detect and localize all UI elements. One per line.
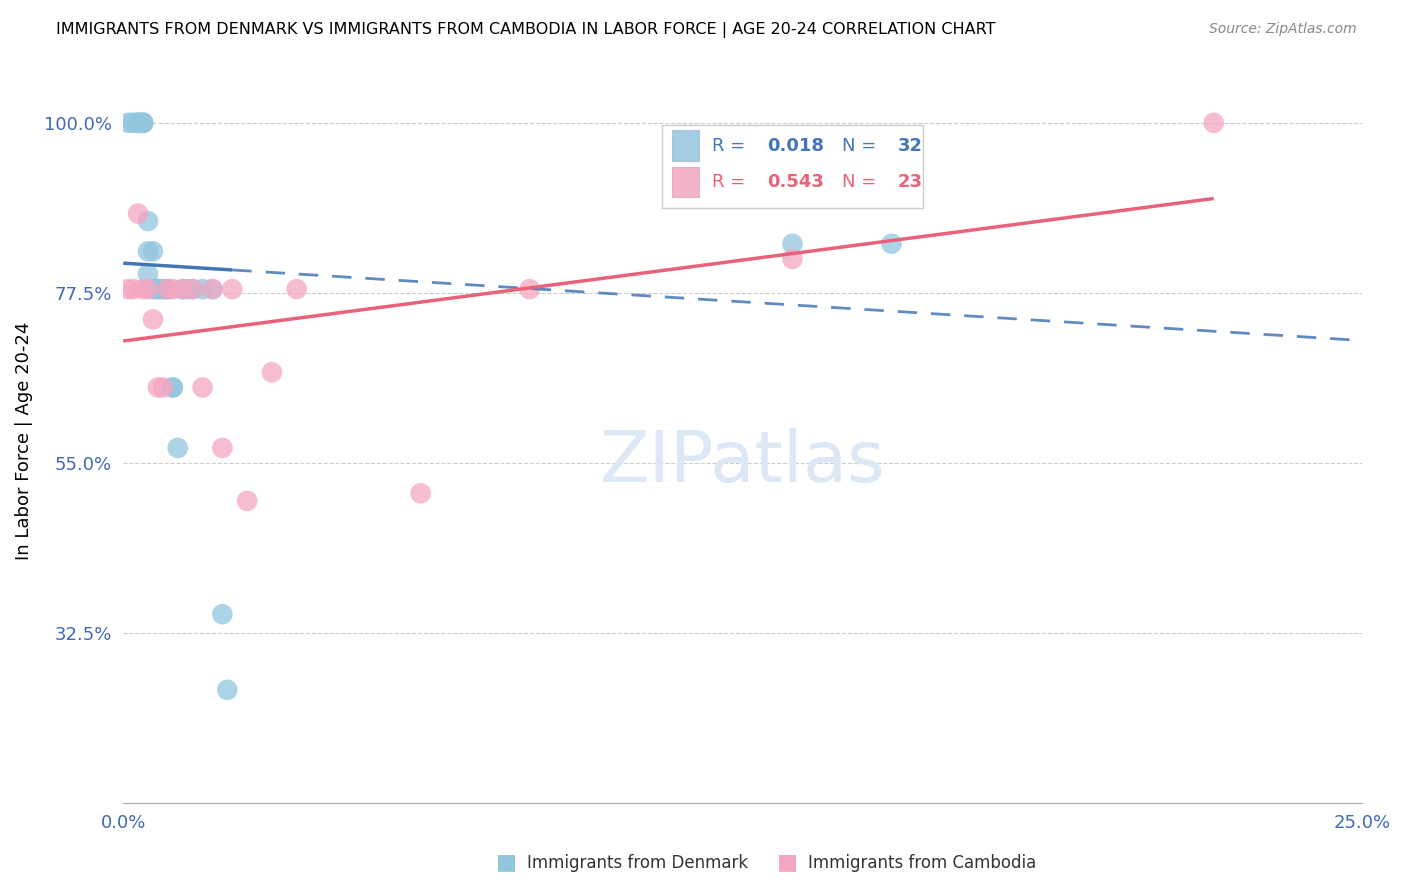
Point	[782, 236, 804, 251]
Text: Immigrants from Cambodia: Immigrants from Cambodia	[808, 855, 1036, 872]
Point	[142, 312, 165, 326]
Text: R =: R =	[711, 136, 751, 154]
Point	[146, 282, 169, 296]
Point	[191, 282, 214, 296]
FancyBboxPatch shape	[672, 130, 699, 161]
Point	[136, 214, 159, 228]
Point	[146, 282, 169, 296]
Point	[519, 282, 541, 296]
Point	[176, 282, 198, 296]
Point	[217, 682, 239, 697]
Point	[142, 282, 165, 296]
Text: 0.543: 0.543	[768, 173, 824, 191]
Y-axis label: In Labor Force | Age 20-24: In Labor Force | Age 20-24	[15, 321, 32, 559]
Point	[191, 380, 214, 394]
Point	[127, 116, 149, 130]
Point	[132, 282, 155, 296]
Text: Immigrants from Denmark: Immigrants from Denmark	[527, 855, 748, 872]
Text: N =: N =	[842, 173, 882, 191]
Point	[880, 236, 903, 251]
Text: 0.018: 0.018	[768, 136, 824, 154]
Text: Source: ZipAtlas.com: Source: ZipAtlas.com	[1209, 22, 1357, 37]
Point	[136, 244, 159, 259]
Text: 23: 23	[898, 173, 922, 191]
Point	[211, 441, 233, 455]
Point	[1202, 116, 1225, 130]
Point	[117, 116, 139, 130]
Point	[122, 282, 145, 296]
Text: R =: R =	[711, 173, 751, 191]
Point	[136, 282, 159, 296]
Point	[142, 244, 165, 259]
Point	[201, 282, 224, 296]
Point	[132, 116, 155, 130]
Point	[152, 380, 174, 394]
Point	[162, 380, 184, 394]
Point	[181, 282, 204, 296]
Point	[152, 282, 174, 296]
Text: ■: ■	[778, 853, 797, 872]
Point	[409, 486, 432, 500]
Point	[211, 607, 233, 622]
Point	[285, 282, 308, 296]
Point	[162, 380, 184, 394]
Text: N =: N =	[842, 136, 882, 154]
Point	[127, 206, 149, 220]
Text: IMMIGRANTS FROM DENMARK VS IMMIGRANTS FROM CAMBODIA IN LABOR FORCE | AGE 20-24 C: IMMIGRANTS FROM DENMARK VS IMMIGRANTS FR…	[56, 22, 995, 38]
Point	[127, 116, 149, 130]
Point	[132, 116, 155, 130]
Point	[166, 441, 188, 455]
Point	[122, 116, 145, 130]
Point	[236, 493, 259, 508]
Point	[136, 267, 159, 281]
Point	[132, 116, 155, 130]
Point	[127, 116, 149, 130]
Point	[162, 282, 184, 296]
Point	[117, 282, 139, 296]
Point	[152, 282, 174, 296]
Point	[181, 282, 204, 296]
Bar	[662, 125, 922, 208]
Point	[146, 380, 169, 394]
Text: ■: ■	[496, 853, 516, 872]
Point	[156, 282, 179, 296]
Point	[782, 252, 804, 266]
FancyBboxPatch shape	[672, 167, 699, 197]
Point	[201, 282, 224, 296]
Point	[132, 116, 155, 130]
Text: ZIPatlas: ZIPatlas	[600, 427, 886, 497]
Point	[156, 282, 179, 296]
Point	[260, 365, 283, 379]
Text: 32: 32	[898, 136, 922, 154]
Point	[156, 282, 179, 296]
Point	[172, 282, 194, 296]
Point	[172, 282, 194, 296]
Point	[221, 282, 243, 296]
